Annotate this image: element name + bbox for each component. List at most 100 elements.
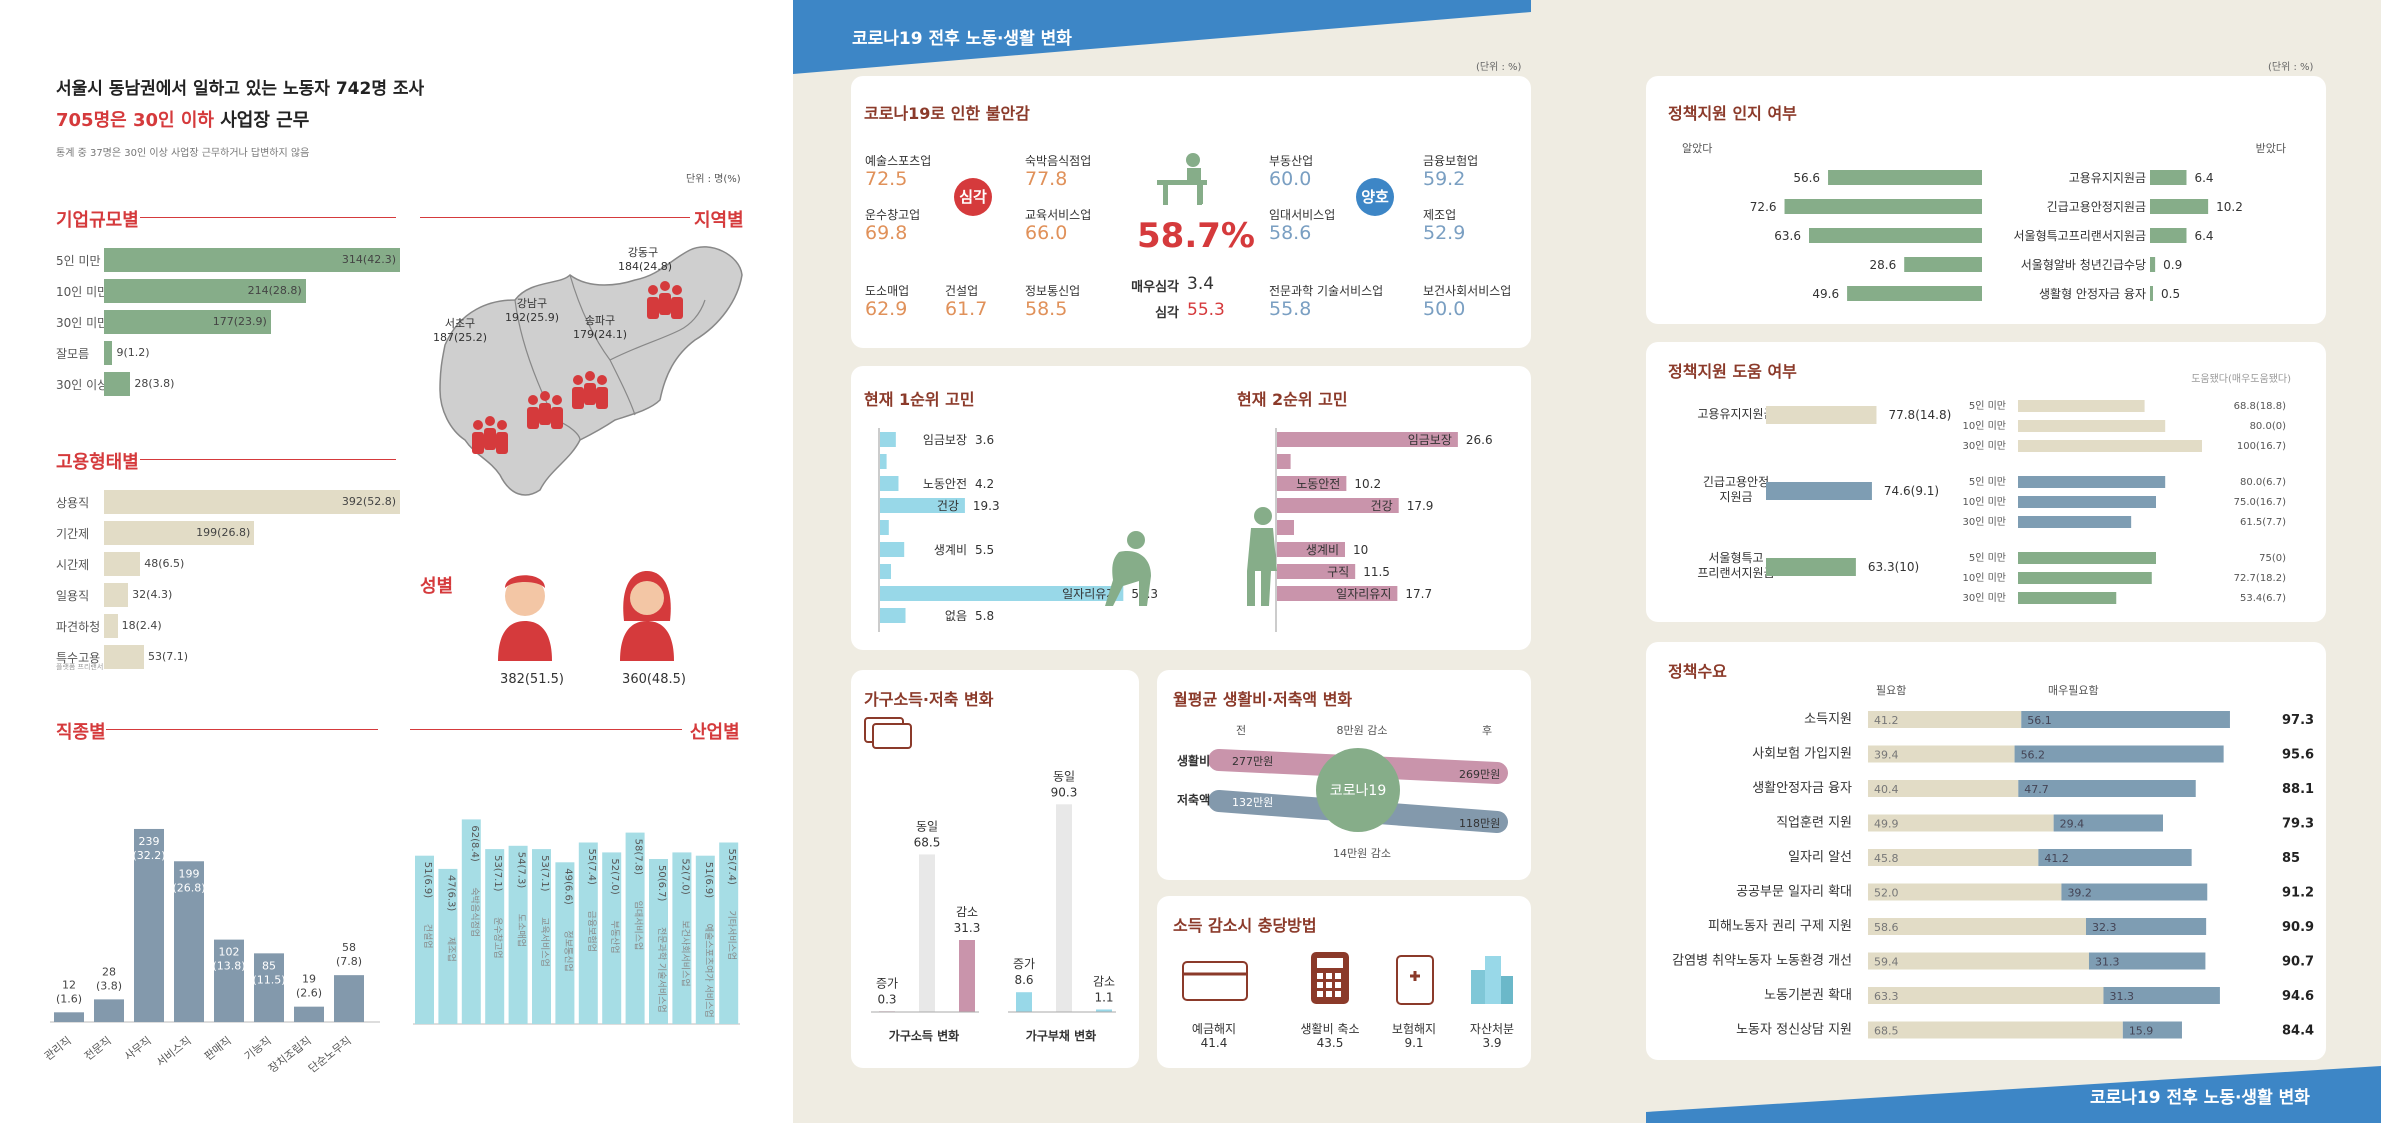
- living-label: 생활비: [1177, 753, 1210, 768]
- industry-name: 전문과학 기술서비스업: [1269, 284, 1384, 298]
- need-bar: [1868, 987, 2104, 1004]
- job-bar: [174, 861, 204, 1022]
- survey-subtitle: 705명은 30인 이하 사업장 근무: [56, 110, 310, 131]
- help-sub-value: 80.0(0): [2250, 421, 2287, 432]
- head: [660, 281, 670, 291]
- right-unit: (단위 : %): [2268, 62, 2314, 73]
- saving-label: 저축액: [1177, 792, 1210, 807]
- received-value: 0.5: [2161, 287, 2180, 301]
- job-value: 85: [262, 959, 276, 972]
- household-bar-value: 0.3: [877, 992, 896, 1006]
- worry2-value: 10.2: [1354, 477, 1381, 491]
- worry1-bar: [880, 564, 891, 579]
- help-policy-name: 고용유지지원금: [1697, 407, 1774, 421]
- knew-legend: 알았다: [1682, 141, 1712, 155]
- bar-value: 214(28.8): [247, 284, 302, 297]
- job-value: 28: [102, 965, 116, 978]
- industry-value: 47(6.3): [445, 875, 456, 912]
- head: [473, 420, 483, 430]
- insurance-clipboard-icon: [1396, 955, 1434, 1005]
- worry2-value: 26.6: [1466, 433, 1493, 447]
- industry-value: 55(7.4): [726, 849, 737, 886]
- very-need-bar: [2018, 780, 2196, 797]
- very-need-bar: [2053, 814, 2163, 832]
- bankbook-icon: [1182, 961, 1248, 1001]
- help-sub-value: 53.4(6.7): [2240, 593, 2286, 604]
- employment-bar-chart: 상용직 392(52.8) 기간제 199(26.8) 시간제 48(6.5) 일용직 32(…: [56, 490, 400, 671]
- need-value: 68.5: [1874, 1025, 1899, 1038]
- body: [551, 407, 563, 429]
- worry2-title: 현재 2순위 고민: [1237, 390, 1348, 409]
- need-bar: [1868, 952, 2089, 970]
- job-bar: [254, 953, 284, 1022]
- job-category: 단순노무직: [306, 1034, 354, 1075]
- industry-name: 운수창고업: [865, 208, 921, 222]
- after-label: 후: [1482, 724, 1492, 737]
- body: [496, 432, 508, 454]
- help-sub-bar: [2018, 400, 2145, 412]
- very-need-legend: 매우필요함: [2048, 684, 2099, 697]
- bar-value: 18(2.4): [121, 619, 162, 632]
- help-sub-value: 75.0(16.7): [2234, 497, 2286, 508]
- worry2-label: 일자리유지: [1336, 587, 1391, 601]
- help-policy-name: 프리랜서지원금: [1697, 566, 1774, 580]
- knew-value: 49.6: [1812, 287, 1839, 301]
- industry-anxiety-value: 50.0: [1423, 298, 1466, 320]
- coping-value: 9.1: [1404, 1036, 1424, 1050]
- worry2-value: 11.5: [1363, 565, 1390, 579]
- industry-value: 53(7.1): [492, 855, 503, 892]
- demand-total: 90.7: [2282, 955, 2314, 970]
- job-value: 58: [342, 941, 356, 954]
- job-value: 19: [302, 973, 316, 986]
- job-value: 239: [139, 835, 160, 848]
- very-need-bar: [2061, 883, 2208, 901]
- industry-name: 부동산업: [1269, 154, 1314, 168]
- received-bar: [2150, 199, 2209, 214]
- bar: [104, 583, 129, 607]
- help-sub-value: 100(16.7): [2237, 441, 2286, 452]
- industry-bar: [649, 859, 668, 1024]
- need-bar: [1868, 1021, 2123, 1039]
- household-bar-value: 1.1: [1094, 990, 1113, 1004]
- job-category: 관리직: [42, 1034, 74, 1063]
- demand-total: 94.6: [2282, 989, 2314, 1004]
- shape: [1410, 971, 1420, 981]
- help-sub-bar: [2018, 592, 2117, 604]
- very-need-value: 31.3: [2109, 990, 2134, 1003]
- body: [659, 293, 671, 315]
- person-group-icon: [647, 281, 683, 319]
- bar-value: 53(7.1): [148, 650, 189, 663]
- body: [647, 297, 659, 319]
- person-group-icon: [527, 391, 563, 429]
- body: [539, 403, 551, 425]
- demand-category: 생활안정자금 융자: [1752, 781, 1852, 796]
- coping-label: 예금해지: [1191, 1022, 1237, 1036]
- coping-label: 보험해지: [1391, 1022, 1437, 1036]
- need-value: 58.6: [1874, 921, 1899, 934]
- industry-name: 제조업: [1423, 208, 1457, 222]
- knew-bar: [1784, 199, 1982, 214]
- industry-name: 숙박음식점업: [1025, 154, 1092, 168]
- help-value: 77.8(14.8): [1888, 408, 1951, 422]
- body: [584, 383, 596, 405]
- bar-value: 9(1.2): [116, 346, 150, 359]
- bottom-banner-title: 코로나19 전후 노동·생활 변화: [2090, 1088, 2310, 1108]
- body: [671, 297, 683, 319]
- survey-title: 서울시 동남권에서 일하고 있는 노동자 742명 조사: [56, 79, 425, 99]
- head: [485, 416, 495, 426]
- industry-bar-chart: 51(6.9) 건설업 47(6.3) 제조업 62(8.4) 숙박음식점업 53(7.1)…: [413, 819, 740, 1025]
- industry-category: 부동산업: [609, 920, 620, 953]
- bar-value: 32(4.3): [132, 588, 173, 601]
- head: [648, 285, 658, 295]
- worry2-label: 임금보장: [1408, 433, 1452, 447]
- very-need-value: 56.2: [2021, 749, 2046, 762]
- received-legend: 받았다: [2256, 142, 2286, 155]
- demand-category: 노동자 정신상담 지원: [1736, 1023, 1852, 1038]
- household-bar-label: 감소: [956, 905, 978, 919]
- industry-name: 금융보험업: [1423, 154, 1479, 168]
- industry-category: 교육서비스업: [539, 917, 550, 967]
- need-value: 45.8: [1874, 852, 1899, 865]
- bar-label: 5인 미만: [56, 254, 101, 268]
- industry-name: 예술스포츠업: [865, 154, 932, 168]
